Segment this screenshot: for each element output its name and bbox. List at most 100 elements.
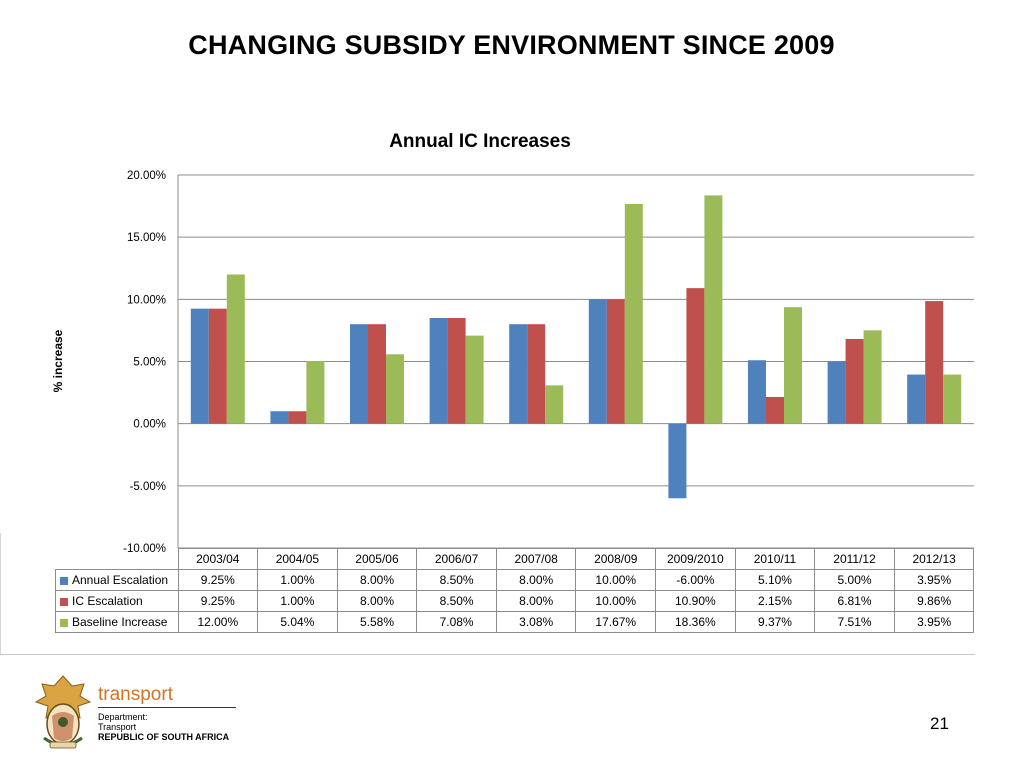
category-label: 2005/06: [336, 548, 418, 570]
bar-ic-escalation: [447, 317, 466, 424]
bar-baseline-increase: [226, 274, 245, 424]
series-name: Baseline Increase: [55, 611, 179, 633]
bar-baseline-increase: [863, 330, 882, 424]
bar-annual-escalation: [668, 423, 687, 499]
data-value: 6.81%: [814, 590, 895, 612]
coat-of-arms-logo: [34, 675, 92, 749]
logo-divider: [98, 707, 236, 708]
bar-annual-escalation: [350, 324, 368, 424]
bar-annual-escalation: [907, 374, 926, 424]
bar-ic-escalation: [606, 299, 625, 424]
category-label: 2009/2010: [655, 548, 736, 570]
bar-ic-escalation: [368, 324, 386, 424]
bar-annual-escalation: [509, 324, 528, 424]
bar-annual-escalation: [429, 317, 448, 424]
slide-title: CHANGING SUBSIDY ENVIRONMENT SINCE 2009: [188, 30, 835, 60]
bar-baseline-increase: [784, 307, 802, 424]
bar-baseline-increase: [704, 195, 723, 424]
data-value: 9.86%: [893, 590, 975, 612]
bar-annual-escalation: [190, 308, 209, 424]
frame-divider-bottom: [0, 654, 975, 655]
data-value: 9.25%: [177, 590, 259, 612]
category-label: 2007/08: [495, 548, 577, 570]
bar-baseline-increase: [943, 374, 962, 424]
data-table-row: Baseline Increase 12.00% 5.04% 5.58% 7.08% 3.…: [55, 611, 975, 633]
category-label: 2003/04: [177, 548, 259, 570]
bar-ic-escalation: [845, 338, 864, 424]
y-tick-label: 10.00%: [127, 294, 166, 306]
page-number: 21: [930, 714, 949, 733]
data-value: 7.51%: [814, 611, 895, 633]
data-value: 8.00%: [336, 590, 418, 612]
data-value: 3.95%: [893, 569, 975, 591]
series-name: Annual Escalation: [55, 569, 179, 591]
data-value: 3.95%: [893, 611, 975, 633]
bar-ic-escalation: [208, 308, 227, 424]
data-value: 5.58%: [336, 611, 418, 633]
data-table-header-row: 2003/04 2004/05 2005/06 2006/07 2007/08 2008/…: [56, 548, 975, 570]
data-value: 8.00%: [336, 569, 418, 591]
data-value: -6.00%: [655, 569, 736, 591]
legend-label: IC Escalation: [72, 594, 143, 608]
data-value: 10.00%: [575, 590, 657, 612]
bar-annual-escalation: [748, 360, 766, 424]
bar-ic-escalation: [925, 301, 944, 424]
category-label: 2011/12: [814, 548, 895, 570]
bar-baseline-increase: [624, 203, 643, 424]
legend-swatch: [60, 597, 68, 606]
data-value: 10.90%: [655, 590, 736, 612]
logo-department: Department: Transport: [98, 712, 148, 732]
data-value: 1.00%: [257, 590, 338, 612]
category-label: 2012/13: [893, 548, 975, 570]
bar-ic-escalation: [686, 288, 705, 424]
data-value: 9.37%: [734, 611, 816, 633]
data-value: 18.36%: [655, 611, 736, 633]
bar-baseline-increase: [386, 354, 404, 424]
data-value: 10.00%: [575, 569, 657, 591]
category-label: 2008/09: [575, 548, 657, 570]
data-value: 8.00%: [495, 590, 577, 612]
logo-brand-text: transport: [98, 684, 173, 705]
bar-annual-escalation: [588, 299, 607, 424]
data-value: 8.50%: [416, 569, 497, 591]
y-tick-label: 5.00%: [133, 357, 166, 369]
y-tick-label: -5.00%: [130, 481, 166, 493]
data-value: 5.10%: [734, 569, 816, 591]
logo-country: REPUBLIC OF SOUTH AFRICA: [98, 732, 230, 742]
bar-ic-escalation: [288, 411, 307, 424]
bar-ic-escalation: [527, 324, 546, 424]
data-table-row: IC Escalation 9.25% 1.00% 8.00% 8.50% 8.00% 10…: [55, 590, 975, 612]
y-tick-label: 15.00%: [127, 232, 166, 244]
data-value: 5.04%: [257, 611, 338, 633]
data-value: 7.08%: [416, 611, 497, 633]
bar-baseline-increase: [306, 361, 325, 424]
category-label: 2006/07: [416, 548, 497, 570]
data-value: 5.00%: [814, 569, 895, 591]
category-label: 2004/05: [257, 548, 338, 570]
y-tick-label: -10.00%: [123, 543, 166, 555]
logo-department-line1: Department:: [98, 712, 148, 722]
legend-swatch: [60, 618, 68, 627]
data-value: 12.00%: [177, 611, 259, 633]
frame-divider-left: [0, 533, 1, 655]
legend-label: Annual Escalation: [72, 573, 169, 587]
bar-ic-escalation: [766, 396, 784, 424]
chart-title: Annual IC Increases: [389, 131, 571, 152]
bars: [190, 195, 962, 499]
data-value: 8.00%: [495, 569, 577, 591]
logo-department-line2: Transport: [98, 722, 137, 732]
bar-baseline-increase: [465, 335, 484, 424]
data-table-row: Annual Escalation 9.25% 1.00% 8.00% 8.50% 8.0…: [55, 569, 975, 591]
data-value: 8.50%: [416, 590, 497, 612]
series-name: IC Escalation: [55, 590, 179, 612]
data-value: 17.67%: [575, 611, 657, 633]
legend-swatch: [60, 576, 68, 585]
category-label: 2010/11: [734, 548, 816, 570]
data-table-corner: [56, 549, 179, 570]
y-tick-labels: 20.00% 15.00% 10.00% 5.00% 0.00% -5.00% -10.00…: [123, 170, 166, 555]
data-table: 2003/04 2004/05 2005/06 2006/07 2007/08 2008/…: [55, 548, 975, 633]
data-value: 2.15%: [734, 590, 816, 612]
data-value: 1.00%: [257, 569, 338, 591]
data-value: 9.25%: [177, 569, 259, 591]
